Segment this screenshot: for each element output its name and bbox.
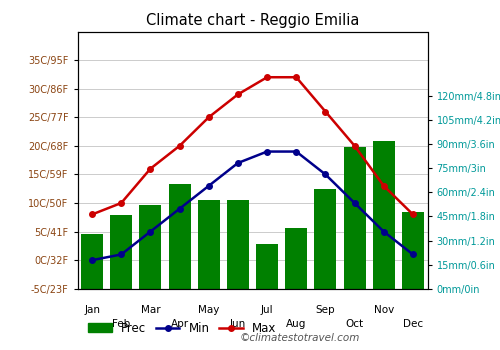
Text: Jan: Jan [84, 306, 100, 315]
Legend: Prec, Min, Max: Prec, Min, Max [84, 317, 281, 340]
Bar [110, 215, 132, 289]
Text: Oct: Oct [346, 319, 364, 329]
Bar [140, 205, 162, 289]
Bar [168, 184, 190, 289]
Bar [198, 200, 220, 289]
Text: Feb: Feb [112, 319, 130, 329]
Bar [286, 228, 307, 289]
Text: Sep: Sep [316, 306, 335, 315]
Text: Dec: Dec [403, 319, 423, 329]
Bar [373, 141, 394, 289]
Text: May: May [198, 306, 220, 315]
Bar [314, 189, 336, 289]
Text: Apr: Apr [170, 319, 188, 329]
Bar [402, 211, 424, 289]
Bar [344, 147, 365, 289]
Title: Climate chart - Reggio Emilia: Climate chart - Reggio Emilia [146, 13, 359, 28]
Bar [81, 234, 103, 289]
Text: Mar: Mar [140, 306, 160, 315]
Bar [227, 200, 249, 289]
Text: Jun: Jun [230, 319, 246, 329]
Text: Jul: Jul [261, 306, 274, 315]
Text: Nov: Nov [374, 306, 394, 315]
Text: ©climatestotravel.com: ©climatestotravel.com [240, 333, 360, 343]
Text: Aug: Aug [286, 319, 306, 329]
Bar [256, 244, 278, 289]
